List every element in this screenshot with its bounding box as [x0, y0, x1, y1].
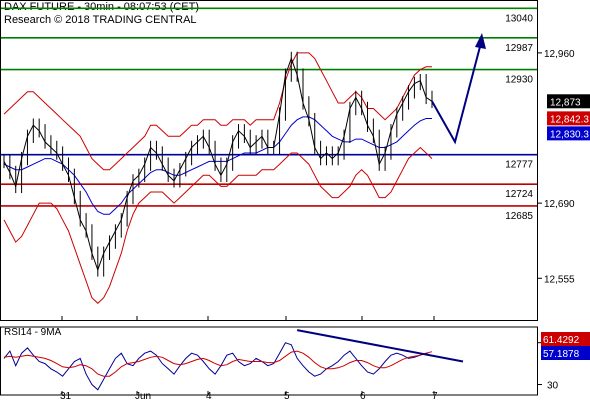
x-tick-label-4: 6	[360, 391, 366, 400]
price-box-0	[547, 94, 590, 109]
rsi-box-label-1: 57.1878	[543, 349, 580, 360]
rsi-panel-frame	[0, 326, 538, 396]
x-tick-label-0: 31	[60, 391, 72, 400]
price-box-label-2: 12,830.3	[550, 129, 589, 140]
rsi-box-1	[541, 346, 590, 360]
level-label-13040: 13040	[505, 13, 533, 24]
bollinger-lower-line	[3, 146, 433, 304]
price-box-1	[547, 111, 590, 126]
x-tick-label-1: Jun	[135, 391, 151, 400]
price-panel-frame	[0, 0, 538, 321]
price-line	[3, 56, 433, 272]
rsi-title: RSI14 - 9MA	[4, 327, 62, 338]
rsi-ma-line	[3, 350, 433, 377]
level-label-12685: 12685	[505, 211, 533, 222]
price-box-label-1: 12,842.3	[550, 114, 589, 125]
chart-copyright: Research © 2018 TRADING CENTRAL	[4, 14, 197, 26]
x-tick-label-2: 4	[206, 391, 212, 400]
price-tick-label-1: 12,690	[544, 199, 575, 210]
level-label-12777: 12777	[505, 160, 533, 171]
rsi-trendline	[296, 329, 464, 363]
rsi-line	[3, 342, 433, 391]
rsi-tick-label-1: 30	[547, 381, 559, 392]
bollinger-upper-line	[3, 52, 432, 171]
level-label-12930: 12930	[505, 75, 533, 86]
price-tick-label-2: 12,555	[544, 274, 575, 285]
rsi-box-0	[541, 332, 590, 346]
rsi-box-label-0: 61.4292	[543, 335, 580, 346]
chart-title: DAX FUTURE - 30min - 08:07:53 (CET)	[4, 1, 199, 13]
forecast-arrow-head	[475, 32, 486, 49]
x-tick-label-3: 5	[284, 391, 290, 400]
level-label-12987: 12987	[505, 43, 533, 54]
level-label-12724: 12724	[505, 189, 533, 200]
moving-average-line	[3, 116, 432, 215]
price-tick-label-0: 12,960	[544, 49, 575, 60]
price-box-label-0: 12,873	[550, 97, 581, 108]
price-box-2	[547, 126, 590, 141]
x-tick-label-5: 7	[432, 391, 438, 400]
forecast-arrow-line	[431, 38, 483, 145]
